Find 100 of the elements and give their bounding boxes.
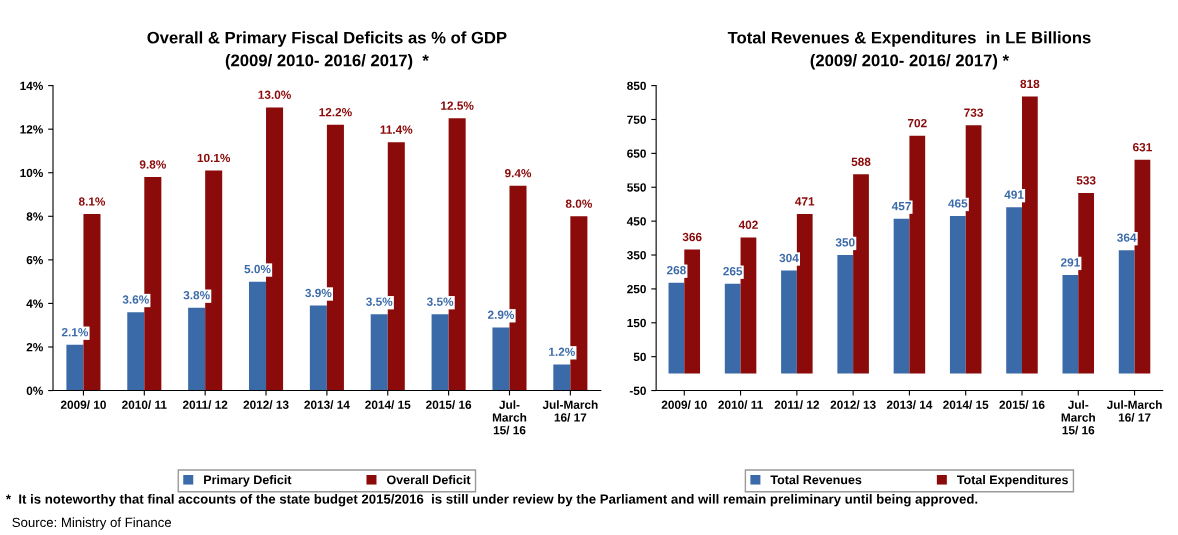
data-label: 3.5% [366, 297, 393, 306]
data-label: 9.4% [504, 169, 532, 178]
data-label: 304 [779, 253, 799, 263]
source-note: Source: Ministry of Finance [12, 517, 172, 530]
data-label: 465 [948, 199, 968, 208]
data-label: 588 [851, 157, 871, 166]
bar [492, 327, 510, 391]
data-label: 8.0% [565, 199, 593, 208]
bar [431, 314, 449, 391]
legend-label: Total Revenues [770, 475, 862, 485]
data-label: 265 [723, 267, 743, 276]
data-label: 471 [795, 197, 815, 206]
y-tick-label: 14% [20, 81, 43, 90]
data-label: 12.5% [441, 101, 474, 110]
y-tick-label: 4% [26, 299, 43, 308]
bar [909, 135, 926, 374]
bar [781, 270, 797, 374]
x-tick-label: 2011/ 12 [182, 400, 228, 410]
chart-subtitle: (2009/ 2010- 2016/ 2017) * [810, 54, 1010, 70]
bar [1062, 275, 1079, 374]
bar [893, 218, 910, 374]
bar [949, 216, 966, 374]
x-tick-label: Jul-March 16/ 17 [1106, 400, 1162, 422]
bar [668, 282, 685, 374]
x-tick-label: Jul-March 16/ 17 [542, 400, 598, 422]
y-tick-label: 750 [627, 115, 646, 124]
x-tick-label: 2014/ 15 [365, 400, 411, 410]
bar [853, 174, 869, 374]
legend-label: Overall Deficit [386, 475, 471, 485]
data-label: 350 [835, 238, 855, 247]
y-tick-label: 50 [633, 352, 646, 362]
x-tick-label: 2011/ 12 [774, 400, 820, 410]
data-label: 3.6% [122, 295, 149, 304]
data-label: 3.5% [426, 297, 454, 306]
data-label: 818 [1020, 79, 1040, 89]
data-label: 9.8% [139, 160, 166, 169]
x-tick-label: Jul- March 15/ 16 [492, 400, 527, 435]
x-tick-label: 2013/ 14 [886, 400, 933, 410]
x-tick-label: Jul- March 15/ 16 [1061, 400, 1095, 435]
y-tick-label: 850 [627, 81, 646, 90]
data-label: 2.9% [487, 310, 515, 319]
y-tick-label: -50 [629, 386, 646, 395]
data-label: 2.1% [61, 328, 89, 337]
x-tick-label: 2013/ 14 [304, 400, 350, 410]
y-tick-label: 550 [627, 183, 646, 192]
data-label: 5.0% [244, 264, 271, 274]
x-tick-label: 2015/ 16 [999, 400, 1045, 410]
y-tick-label: 6% [26, 255, 43, 265]
data-label: 8.1% [78, 197, 106, 206]
y-tick-label: 0% [26, 386, 43, 395]
data-label: 268 [666, 266, 686, 275]
x-tick-label: 2014/ 15 [943, 400, 989, 410]
bar [370, 314, 388, 391]
data-label: 364 [1117, 233, 1137, 242]
y-tick-label: 350 [627, 251, 646, 260]
data-label: 10.1% [197, 153, 231, 163]
data-label: 11.4% [380, 125, 413, 134]
bar [724, 283, 741, 374]
y-tick-label: 2% [26, 343, 43, 352]
chart-subtitle: (2009/ 2010- 2016/ 2017) * [225, 54, 429, 70]
text: * It is noteworthy that final accounts of the state budget 2015/2016 is still under review by the Parliament and will remain preliminary until being approved. [5, 494, 978, 507]
data-label: 733 [964, 108, 983, 117]
data-label: 12.2% [319, 108, 352, 117]
bar [248, 281, 267, 391]
data-label: 533 [1076, 176, 1096, 185]
bar [553, 364, 571, 391]
bar [837, 255, 854, 374]
data-label: 457 [891, 202, 911, 211]
data-label: 291 [1060, 258, 1080, 267]
data-label: 491 [1004, 190, 1024, 199]
x-tick-label: 2010/ 11 [718, 400, 763, 410]
bar [188, 307, 206, 391]
y-tick-label: 10% [20, 168, 43, 178]
y-tick-label: 8% [26, 212, 43, 221]
chart-title: Total Revenues & Expenditures in LE Billions [727, 31, 1091, 47]
bar [684, 249, 701, 374]
y-tick-label: 450 [626, 217, 646, 226]
legend-label: Primary Deficit [204, 475, 292, 487]
data-label: 3.8% [183, 290, 210, 300]
bar [1078, 193, 1095, 374]
x-tick-label: 2010/ 11 [122, 400, 167, 410]
x-tick-label: 2015/ 16 [426, 400, 472, 410]
data-label: 1.2% [549, 347, 575, 356]
bar [1118, 250, 1135, 374]
data-label: 13.0% [258, 90, 291, 99]
y-tick-label: 250 [627, 284, 646, 294]
x-tick-label: 2009/ 10 [60, 400, 106, 410]
y-tick-label: 150 [627, 318, 646, 328]
data-label: 3.9% [305, 288, 332, 298]
legend-label: Total Expenditures [956, 475, 1068, 487]
bar [1006, 207, 1022, 374]
y-tick-label: 12% [20, 125, 43, 134]
x-tick-label: 2012/ 13 [830, 400, 876, 410]
data-label: 366 [682, 232, 702, 242]
data-label: 402 [738, 220, 758, 229]
x-tick-label: 2012/ 13 [243, 400, 289, 410]
bar [127, 312, 145, 391]
data-label: 631 [1133, 143, 1152, 152]
bar [66, 344, 84, 391]
x-tick-label: 2009/ 10 [661, 400, 707, 410]
